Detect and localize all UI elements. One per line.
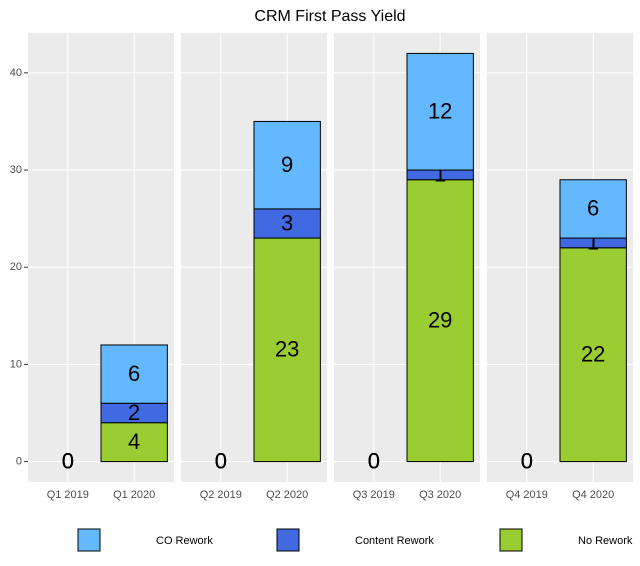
bar-segment (559, 247, 627, 463)
data-label: 2 (128, 400, 140, 425)
data-label: 0 (215, 448, 227, 473)
x-tick-label: Q2 2020 (266, 489, 308, 501)
data-label: 0 (368, 448, 380, 473)
bar-segment (100, 344, 168, 404)
data-label: 3 (281, 210, 293, 235)
y-tick-label: 30 (10, 164, 22, 176)
data-label: 0 (521, 448, 533, 473)
data-label: 0 (62, 448, 74, 473)
x-tick-label: Q4 2020 (572, 489, 614, 501)
x-tick-label: Q4 2019 (506, 489, 548, 501)
bar-segment (406, 179, 474, 463)
data-label: 23 (275, 337, 299, 362)
data-label: 6 (587, 196, 599, 221)
x-tick-label: Q1 2020 (113, 489, 155, 501)
legend-swatch (499, 528, 523, 552)
y-tick-label: 0 (16, 455, 22, 467)
data-label: 0 (521, 448, 533, 473)
data-label: 0 (62, 448, 74, 473)
x-tick-label: Q1 2019 (47, 489, 89, 501)
legend-label: Content Rework (355, 535, 434, 547)
x-tick-label: Q3 2020 (419, 489, 461, 501)
data-label: 0 (215, 448, 227, 473)
x-tick-label: Q2 2019 (200, 489, 242, 501)
x-tick-label: Q3 2019 (353, 489, 395, 501)
data-label: 12 (428, 99, 452, 124)
data-label: 0 (368, 448, 380, 473)
data-label: 0 (62, 448, 74, 473)
y-tick-label: 10 (10, 358, 22, 370)
legend-label: CO Rework (156, 535, 213, 547)
legend-label: No Rework (578, 535, 633, 547)
chart-title: CRM First Pass Yield (254, 8, 405, 25)
data-label: 0 (521, 448, 533, 473)
data-label: 22 (581, 341, 605, 366)
legend-swatch (77, 528, 101, 552)
bar-segment (100, 422, 168, 463)
y-tick-label: 40 (10, 67, 22, 79)
y-tick-label: 20 (10, 261, 22, 273)
bar-segment (253, 208, 321, 239)
bar-segment (406, 52, 474, 171)
data-label: 6 (128, 361, 140, 386)
data-label: 0 (215, 448, 227, 473)
bar-segment (559, 179, 627, 239)
data-label: 4 (128, 429, 140, 454)
legend-swatch (276, 528, 300, 552)
data-label: 9 (281, 152, 293, 177)
bar-segment (253, 237, 321, 463)
data-label: 29 (428, 307, 452, 332)
data-label: 0 (368, 448, 380, 473)
bar-segment (253, 120, 321, 210)
